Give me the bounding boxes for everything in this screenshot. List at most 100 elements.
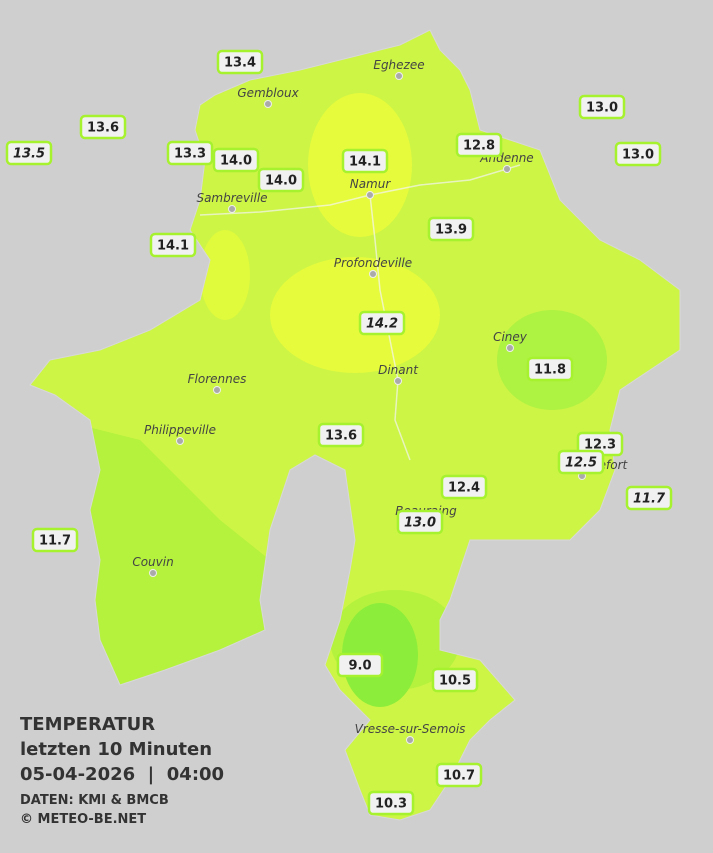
legend-copyright: © METEO-BE.NET — [20, 812, 146, 827]
station-value: 10.3 — [375, 797, 407, 812]
place-dot — [228, 205, 236, 213]
place-label: Profondeville — [334, 256, 412, 270]
place-label: Couvin — [132, 555, 173, 569]
station-box — [216, 49, 264, 75]
station: 13.3 — [166, 140, 214, 166]
station-value: 13.6 — [87, 121, 119, 136]
station-box — [614, 141, 662, 167]
place-dot — [503, 165, 511, 173]
station: 13.5 — [5, 140, 53, 166]
station-box — [317, 422, 365, 448]
station-value: 13.5 — [13, 147, 45, 162]
station-box — [526, 356, 574, 382]
station-value: 13.4 — [224, 56, 256, 71]
station: 12.5 — [557, 449, 605, 475]
station-box — [396, 509, 444, 535]
station-box — [31, 527, 79, 553]
station-value: 12.8 — [463, 139, 495, 154]
place-dot — [394, 377, 402, 385]
station: 14.1 — [149, 232, 197, 258]
station: 13.0 — [614, 141, 662, 167]
station: 12.8 — [455, 132, 503, 158]
station: 14.0 — [257, 167, 305, 193]
station: 9.0 — [336, 652, 384, 678]
legend-title: TEMPERATUR — [20, 714, 155, 735]
legend-source: DATEN: KMI & BMCB — [20, 793, 169, 808]
station-box — [431, 667, 479, 693]
station-value: 13.0 — [404, 516, 436, 531]
legend: TEMPERATUR letzten 10 Minuten 05-04-2026… — [20, 714, 224, 827]
province-border — [29, 29, 681, 821]
field-warm — [200, 230, 250, 320]
place-label: Gembloux — [237, 86, 299, 100]
legend-datetime: 05-04-2026 | 04:00 — [20, 764, 224, 785]
place-label: Dinant — [378, 363, 419, 377]
station: 14.0 — [212, 147, 260, 173]
station-box — [625, 485, 673, 511]
station: 13.6 — [79, 114, 127, 140]
station-box — [149, 232, 197, 258]
station-box — [427, 216, 475, 242]
station: 14.1 — [341, 148, 389, 174]
place-label: Florennes — [188, 372, 247, 386]
station-box — [5, 140, 53, 166]
place-dot — [176, 437, 184, 445]
station: 10.7 — [435, 762, 483, 788]
place-dot — [506, 344, 514, 352]
place-label: Ciney — [493, 330, 528, 344]
station: 13.0 — [578, 94, 626, 120]
station: 10.3 — [367, 790, 415, 816]
station-value: 14.0 — [220, 154, 252, 169]
station: 11.7 — [31, 527, 79, 553]
station: 11.8 — [526, 356, 574, 382]
place-label: Sambreville — [196, 191, 267, 205]
station-box — [358, 310, 406, 336]
station-box — [212, 147, 260, 173]
station-box — [557, 449, 605, 475]
legend-subtitle: letzten 10 Minuten — [20, 739, 212, 760]
station: 13.9 — [427, 216, 475, 242]
stations: 13.4 13.6 13.5 13.3 14.0 14.0 14.1 12.8 13.0 13.0… — [5, 49, 673, 816]
station-box — [440, 474, 488, 500]
place-label: Namur — [350, 177, 392, 191]
station-value: 14.1 — [157, 239, 189, 254]
station-value: 12.5 — [565, 456, 597, 471]
station-box — [367, 790, 415, 816]
station: 10.5 — [431, 667, 479, 693]
place-dot — [264, 100, 272, 108]
station-value: 11.7 — [39, 534, 71, 549]
station: 11.7 — [625, 485, 673, 511]
station-value: 13.9 — [435, 223, 467, 238]
station-box — [435, 762, 483, 788]
station-value: 10.7 — [443, 769, 475, 784]
station-value: 13.6 — [325, 429, 357, 444]
place-label: Philippeville — [144, 423, 216, 437]
place-label: Eghezee — [373, 58, 424, 72]
station-box — [257, 167, 305, 193]
station: 13.4 — [216, 49, 264, 75]
station-box — [455, 132, 503, 158]
station: 12.4 — [440, 474, 488, 500]
river — [369, 194, 411, 461]
place-dot — [213, 386, 221, 394]
station-value: 10.5 — [439, 674, 471, 689]
station: 13.0 — [396, 509, 444, 535]
place-dot — [406, 736, 414, 744]
place-dot — [149, 569, 157, 577]
station-value: 13.3 — [174, 147, 206, 162]
station-value: 14.2 — [366, 317, 398, 332]
station-box — [578, 94, 626, 120]
station-value: 14.1 — [349, 155, 381, 170]
station-box — [166, 140, 214, 166]
station-value: 11.8 — [534, 363, 566, 378]
place-dot — [395, 72, 403, 80]
station: 14.2 — [358, 310, 406, 336]
station-value: 11.7 — [633, 492, 666, 507]
station-box — [79, 114, 127, 140]
field-cool — [60, 420, 280, 700]
station-box — [336, 652, 384, 678]
station-value: 12.4 — [448, 481, 480, 496]
station-box — [341, 148, 389, 174]
station-value: 13.0 — [622, 148, 654, 163]
